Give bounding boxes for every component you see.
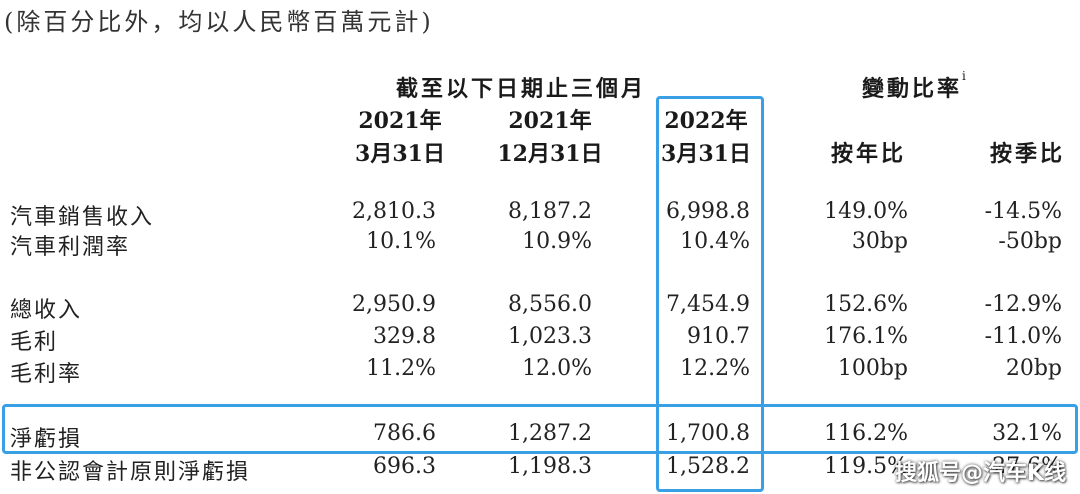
cell-gross-margin-qoq: 20bp (1005, 356, 1062, 381)
cell-gross-profit-qoq: -11.0% (984, 324, 1062, 349)
cell-gross-margin-yoy: 100bp (837, 356, 908, 381)
cell-non-gaap-net-loss-qoq: 27.6% (992, 454, 1062, 479)
col2-date-header: 12月31日 (497, 141, 603, 167)
qoq-header: 按季比 (990, 141, 1066, 167)
cell-net-loss-2021q4: 1,287.2 (508, 421, 592, 446)
cell-vehicle-sales-2022q1: 6,998.8 (666, 199, 750, 224)
cell-gross-profit-yoy: 176.1% (824, 324, 908, 349)
cell-vehicle-margin-2022q1: 10.4% (680, 229, 750, 254)
yoy-header: 按年比 (831, 141, 907, 167)
cell-non-gaap-net-loss-2021q1: 696.3 (373, 454, 436, 479)
cell-vehicle-sales-yoy: 149.0% (824, 199, 908, 224)
cell-total-revenue-2021q1: 2,950.9 (352, 292, 436, 317)
col1-year-header: 2021年 (358, 108, 442, 134)
cell-vehicle-margin-2021q1: 10.1% (366, 229, 436, 254)
units-note: (除百分比外，均以人民幣百萬元計) (4, 8, 434, 36)
cell-non-gaap-net-loss-yoy: 119.5% (824, 454, 908, 479)
cell-gross-profit-2021q1: 329.8 (373, 324, 436, 349)
cell-vehicle-margin-2021q4: 10.9% (522, 229, 592, 254)
cell-vehicle-margin-qoq: -50bp (998, 229, 1062, 254)
row-label-vehicle-sales: 汽車銷售收入 (10, 205, 155, 230)
cell-gross-profit-2022q1: 910.7 (687, 324, 750, 349)
cell-gross-margin-2022q1: 12.2% (680, 356, 750, 381)
change-group-text: 變動比率 (862, 76, 963, 102)
row-label-gross-margin: 毛利率 (10, 362, 83, 387)
cell-net-loss-qoq: 32.1% (992, 421, 1062, 446)
row-label-non-gaap-net-loss: 非公認會計原則淨虧損 (10, 460, 251, 485)
watermark: 搜狐号@汽车K线 (894, 461, 1066, 486)
cell-total-revenue-2021q4: 8,556.0 (508, 292, 592, 317)
cell-net-loss-2021q1: 786.6 (373, 421, 436, 446)
row-label-vehicle-margin: 汽車利潤率 (10, 235, 131, 260)
cell-vehicle-sales-2021q4: 8,187.2 (508, 199, 592, 224)
col1-date-header: 3月31日 (355, 141, 445, 167)
cell-total-revenue-yoy: 152.6% (824, 292, 908, 317)
cell-non-gaap-net-loss-2021q4: 1,198.3 (508, 454, 592, 479)
cell-net-loss-yoy: 116.2% (824, 421, 908, 446)
cell-non-gaap-net-loss-2022q1: 1,528.2 (666, 454, 750, 479)
cell-vehicle-sales-qoq: -14.5% (984, 199, 1062, 224)
cell-total-revenue-2022q1: 7,454.9 (666, 292, 750, 317)
row-label-net-loss: 淨虧損 (10, 427, 83, 452)
col3-date-header: 3月31日 (661, 141, 751, 167)
col2-year-header: 2021年 (508, 108, 592, 134)
change-group-header: 變動比率i (862, 69, 966, 103)
period-group-header: 截至以下日期止三個月 (396, 76, 647, 102)
cell-gross-profit-2021q4: 1,023.3 (508, 324, 592, 349)
col3-year-header: 2022年 (664, 108, 748, 134)
cell-vehicle-margin-yoy: 30bp (851, 229, 908, 254)
row-label-total-revenue: 總收入 (10, 298, 83, 323)
cell-total-revenue-qoq: -12.9% (984, 292, 1062, 317)
row-label-gross-profit: 毛利 (10, 330, 59, 355)
cell-net-loss-2022q1: 1,700.8 (666, 421, 750, 446)
change-group-footnote-mark: i (962, 69, 966, 83)
cell-gross-margin-2021q4: 12.0% (522, 356, 592, 381)
cell-vehicle-sales-2021q1: 2,810.3 (352, 199, 436, 224)
cell-gross-margin-2021q1: 11.2% (366, 356, 436, 381)
